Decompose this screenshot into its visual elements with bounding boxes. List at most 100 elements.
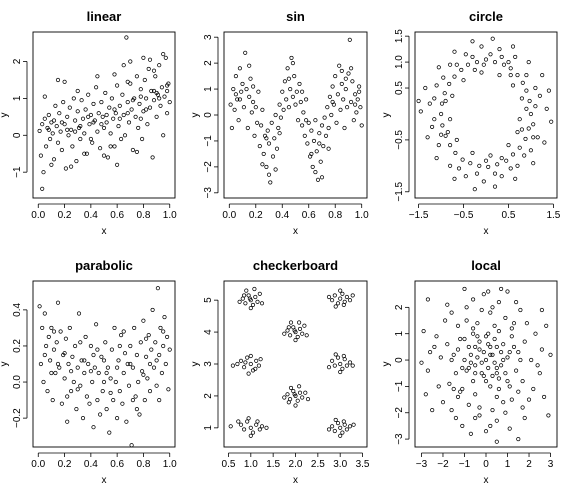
data-point: [255, 299, 260, 304]
data-point: [236, 118, 241, 123]
data-point: [506, 60, 511, 65]
data-point: [473, 415, 478, 421]
y-axis-label: y: [190, 362, 201, 367]
data-point: [117, 343, 122, 349]
data-point: [425, 297, 430, 302]
data-point: [245, 355, 250, 360]
data-point: [65, 394, 70, 399]
data-point: [67, 105, 72, 110]
data-point: [261, 151, 266, 156]
data-point: [483, 57, 489, 62]
data-point: [520, 405, 525, 410]
data-point: [511, 344, 517, 349]
data-point: [87, 401, 92, 406]
data-point: [460, 365, 465, 371]
panel-title: checkerboard: [253, 258, 338, 273]
data-point: [161, 343, 166, 349]
data-point: [44, 144, 49, 149]
y-tick-label: −1: [394, 380, 405, 392]
data-point: [351, 118, 356, 123]
data-point: [133, 394, 138, 399]
data-point: [159, 370, 164, 376]
data-point: [75, 109, 80, 114]
data-point: [104, 112, 109, 118]
data-point: [519, 96, 524, 101]
data-point: [73, 343, 78, 349]
data-point: [120, 401, 125, 406]
data-point: [515, 73, 520, 78]
data-point: [116, 358, 121, 363]
data-point: [481, 350, 486, 355]
data-point: [95, 347, 100, 352]
data-point: [105, 365, 110, 370]
data-point: [462, 357, 467, 363]
data-point: [472, 67, 477, 72]
data-point: [292, 328, 297, 333]
y-tick-label: 5: [203, 297, 214, 303]
data-point: [53, 103, 58, 108]
data-point: [526, 126, 531, 131]
data-point: [99, 122, 104, 127]
data-point: [333, 352, 338, 357]
panel-checkerboard: checkerboard 0.5 1.0 1.5 2.0 2.5 3.0 3.5 x 1 2 3 4 5 y: [190, 258, 370, 486]
data-point: [119, 136, 124, 142]
data-point: [508, 73, 513, 78]
data-point: [518, 307, 523, 313]
data-point: [54, 340, 59, 345]
x-axis-label: x: [102, 475, 107, 486]
x-tick-label: 0.0: [31, 210, 45, 221]
data-point: [481, 179, 486, 184]
data-point: [63, 166, 68, 171]
data-point: [501, 342, 506, 347]
data-point: [494, 344, 499, 349]
data-point: [282, 331, 287, 336]
data-point: [159, 85, 164, 90]
data-point: [260, 107, 265, 112]
data-point: [144, 107, 149, 112]
data-point: [483, 429, 489, 434]
data-point: [462, 336, 467, 342]
data-point: [333, 417, 338, 422]
x-tick-label: 0.8: [136, 210, 150, 221]
y-tick-label: 0: [12, 132, 23, 138]
data-point: [459, 67, 464, 72]
y-tick-label: −1: [12, 166, 23, 178]
data-point: [248, 361, 253, 367]
data-point: [248, 76, 253, 81]
data-point: [436, 384, 441, 389]
data-point: [239, 89, 244, 94]
data-point: [133, 114, 138, 119]
data-point: [461, 78, 466, 83]
data-point: [268, 180, 273, 185]
data-point: [353, 102, 358, 107]
data-point: [434, 83, 439, 88]
data-point: [109, 347, 114, 352]
data-point: [91, 101, 96, 106]
y-axis-label: y: [381, 113, 392, 118]
data-point: [496, 329, 501, 334]
data-point: [447, 81, 452, 86]
data-point: [46, 112, 51, 118]
data-point: [479, 44, 484, 49]
data-point: [141, 318, 146, 323]
data-point: [326, 146, 331, 151]
data-point: [303, 390, 308, 395]
data-point: [277, 131, 282, 136]
y-tick-label: 0.0: [12, 375, 23, 389]
y-tick-label: 1: [394, 330, 405, 336]
data-point: [74, 407, 79, 412]
data-point: [250, 430, 256, 435]
data-point: [49, 120, 54, 125]
data-point: [300, 123, 305, 128]
data-point: [82, 370, 87, 376]
data-point: [78, 383, 83, 388]
data-point: [75, 365, 80, 370]
data-point: [165, 111, 170, 116]
data-point: [91, 425, 96, 430]
data-point: [154, 90, 159, 95]
data-point: [134, 149, 139, 154]
data-point: [517, 117, 522, 122]
data-point: [41, 170, 46, 175]
data-point: [112, 144, 117, 149]
data-point: [237, 97, 242, 102]
